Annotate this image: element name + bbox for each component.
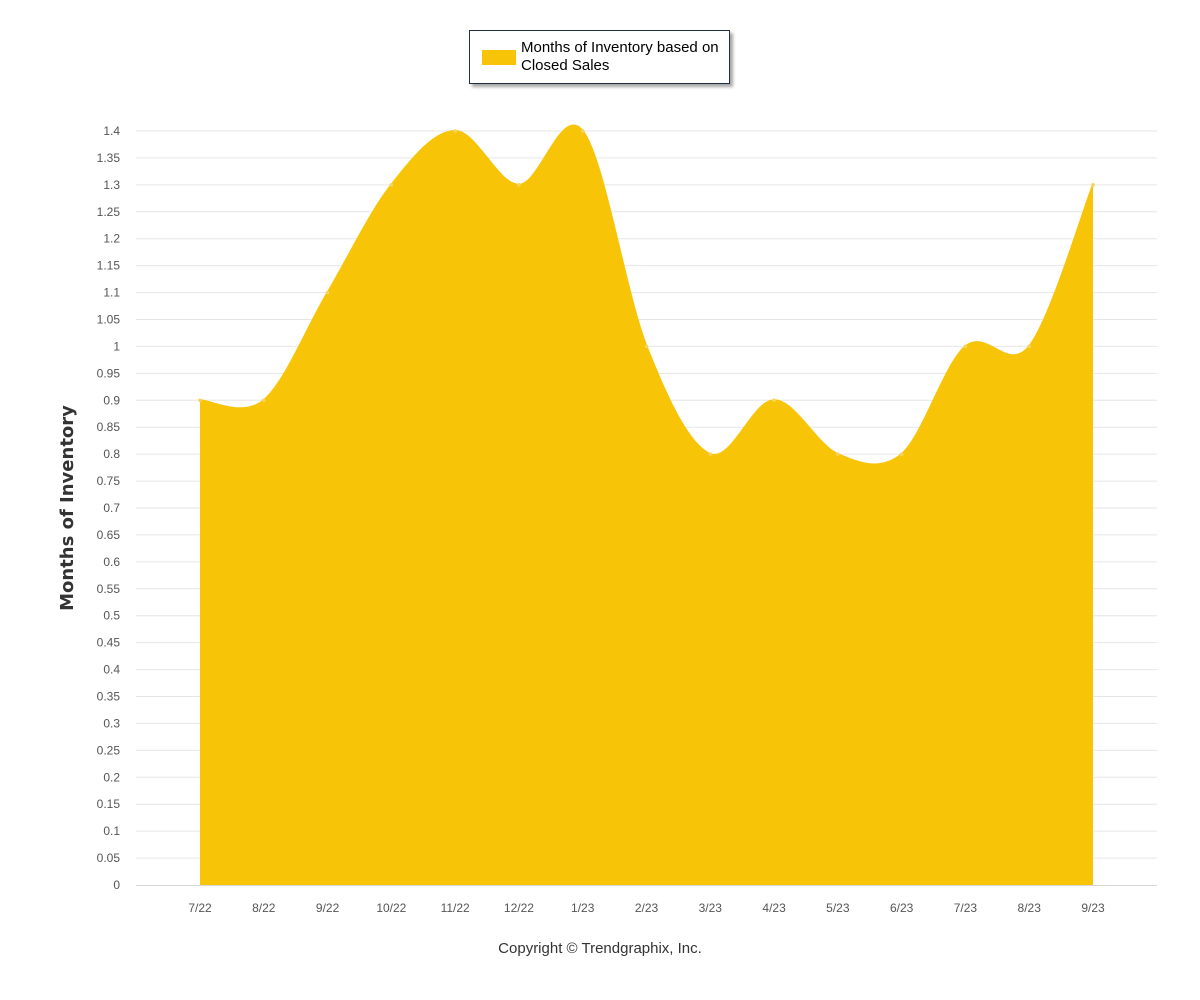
y-tick-label: 1.35 xyxy=(97,151,121,165)
data-point xyxy=(198,398,202,403)
x-tick-label: 7/23 xyxy=(954,901,978,915)
y-tick-label: 0.65 xyxy=(97,528,121,542)
data-point xyxy=(1091,183,1095,187)
x-tick-label: 6/23 xyxy=(890,901,914,915)
y-axis-title: Months of Inventory xyxy=(57,405,78,611)
y-tick-label: 0.95 xyxy=(97,366,121,380)
y-tick-label: 1.25 xyxy=(97,205,121,219)
y-tick-label: 0.2 xyxy=(103,770,120,784)
legend-label: Months of Inventory based on Closed Sale… xyxy=(521,39,719,74)
data-point xyxy=(1027,344,1032,349)
y-tick-label: 0.7 xyxy=(103,501,120,515)
data-point xyxy=(899,452,904,456)
y-tick-label: 0.25 xyxy=(97,743,121,757)
copyright-text: Copyright © Trendgraphix, Inc. xyxy=(498,940,702,957)
data-point xyxy=(389,183,394,187)
x-tick-label: 10/22 xyxy=(376,901,406,915)
data-point xyxy=(644,344,649,349)
y-tick-labels: 0 0.05 0.1 0.15 0.2 0.25 0.3 0.35 0.4 0.45 0.5 0.55… xyxy=(97,124,121,892)
y-tick-label: 1 xyxy=(113,339,120,353)
y-tick-label: 0.9 xyxy=(103,393,120,407)
data-point xyxy=(963,344,968,349)
x-tick-label: 5/23 xyxy=(826,901,850,915)
x-tick-labels: 7/22 8/22 9/22 10/22 11/22 12/22 1/23 2/23 3/23 4… xyxy=(188,901,1105,915)
data-point xyxy=(836,452,840,456)
x-tick-label: 12/22 xyxy=(504,901,534,915)
x-tick-label: 2/23 xyxy=(635,901,659,915)
x-tick-label: 4/23 xyxy=(762,901,786,915)
y-tick-label: 0.45 xyxy=(97,636,121,650)
y-tick-label: 0.6 xyxy=(103,555,120,569)
y-tick-label: 0.3 xyxy=(103,716,120,730)
data-point xyxy=(325,290,330,295)
x-tick-label: 8/22 xyxy=(252,901,276,915)
y-tick-label: 1.4 xyxy=(103,124,120,138)
data-point xyxy=(261,398,266,403)
area-series-fill xyxy=(200,125,1093,886)
x-tick-label: 3/23 xyxy=(699,901,723,915)
y-tick-label: 0.75 xyxy=(97,474,121,488)
y-tick-label: 0.5 xyxy=(103,609,120,623)
x-tick-label: 9/23 xyxy=(1081,901,1105,915)
y-tick-label: 0.35 xyxy=(97,690,121,704)
y-tick-label: 0.15 xyxy=(97,797,121,811)
data-point xyxy=(453,129,457,133)
x-tick-label: 7/22 xyxy=(188,901,212,915)
y-tick-label: 0.55 xyxy=(97,582,121,596)
y-tick-label: 0.1 xyxy=(103,824,120,838)
x-tick-label: 11/22 xyxy=(441,901,470,915)
x-tick-label: 8/23 xyxy=(1018,901,1042,915)
legend-swatch xyxy=(482,50,516,65)
y-tick-label: 1.3 xyxy=(103,178,120,192)
y-tick-label: 1.2 xyxy=(103,232,120,246)
data-point xyxy=(517,183,521,187)
y-tick-label: 1.1 xyxy=(103,286,120,300)
data-points xyxy=(198,129,1095,456)
data-point xyxy=(708,452,713,456)
data-point xyxy=(772,398,776,403)
y-tick-label: 0.05 xyxy=(97,851,121,865)
y-tick-label: 0.8 xyxy=(103,447,120,461)
y-tick-label: 1.15 xyxy=(97,259,121,273)
x-tick-label: 9/22 xyxy=(316,901,340,915)
y-tick-label: 1.05 xyxy=(97,313,121,327)
y-tick-label: 0.85 xyxy=(97,420,121,434)
area-series-line xyxy=(199,124,1094,466)
y-tick-label: 0 xyxy=(113,878,120,892)
data-point xyxy=(580,129,585,133)
legend: Months of Inventory based on Closed Sale… xyxy=(469,30,730,84)
y-tick-label: 0.4 xyxy=(103,663,120,677)
x-tick-label: 1/23 xyxy=(571,901,595,915)
